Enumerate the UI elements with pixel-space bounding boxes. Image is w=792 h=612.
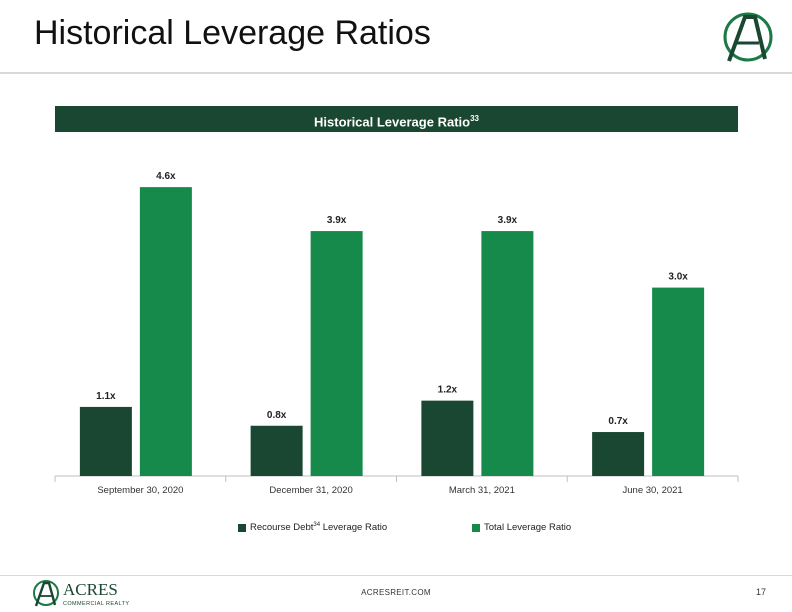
bar-total: [481, 231, 534, 476]
bar-recourse: [592, 432, 645, 476]
data-label: 0.8x: [267, 410, 287, 421]
acres-logo-icon: [723, 12, 773, 62]
footer-url: ACRESREIT.COM: [361, 588, 431, 597]
svg-text:ACRES: ACRES: [63, 580, 118, 599]
legend-swatch-total: [472, 523, 480, 532]
legend-swatch-recourse: [238, 523, 246, 532]
banner-title: Historical Leverage Ratio: [314, 114, 471, 130]
slide-title: Historical Leverage Ratios: [34, 14, 431, 52]
data-label: 3.0x: [668, 272, 688, 283]
x-tick-label: June 30, 2021: [623, 485, 683, 496]
legend-item-recourse: Recourse Debt34 Leverage Ratio: [238, 522, 387, 533]
x-tick-label: March 31, 2021: [449, 485, 515, 496]
banner-footnote-ref: 33: [470, 114, 479, 123]
page-number: 17: [755, 587, 766, 597]
header-divider: [0, 72, 792, 74]
data-label: 0.7x: [608, 416, 628, 427]
chart-banner: Historical Leverage Ratio33: [55, 106, 738, 132]
data-label: 1.1x: [96, 391, 116, 402]
leverage-bar-chart: 1.1x 4.6x September 30, 2020 0.8x 3.9x Decemb…: [54, 171, 739, 496]
legend-label-total: Total Leverage Ratio: [484, 522, 572, 533]
data-label: 3.9x: [498, 215, 518, 226]
data-label: 1.2x: [438, 385, 458, 396]
acres-footer-logo: ACRES COMMERCIAL REALTY: [33, 580, 129, 607]
data-label: 4.6x: [156, 171, 176, 182]
x-tick-label: December 31, 2020: [269, 485, 352, 496]
bar-total: [652, 287, 705, 476]
bar-recourse: [421, 400, 474, 476]
bar-recourse: [79, 406, 132, 476]
data-label: 3.9x: [327, 215, 347, 226]
footer-divider: [0, 575, 792, 576]
x-tick-label: September 30, 2020: [97, 485, 183, 496]
legend-label-recourse: Recourse Debt34 Leverage Ratio: [250, 522, 388, 534]
bar-total: [139, 187, 192, 476]
bar-total: [310, 231, 363, 476]
bar-recourse: [250, 425, 303, 476]
svg-text:COMMERCIAL REALTY: COMMERCIAL REALTY: [63, 601, 129, 607]
legend-item-total: Total Leverage Ratio: [472, 522, 571, 533]
